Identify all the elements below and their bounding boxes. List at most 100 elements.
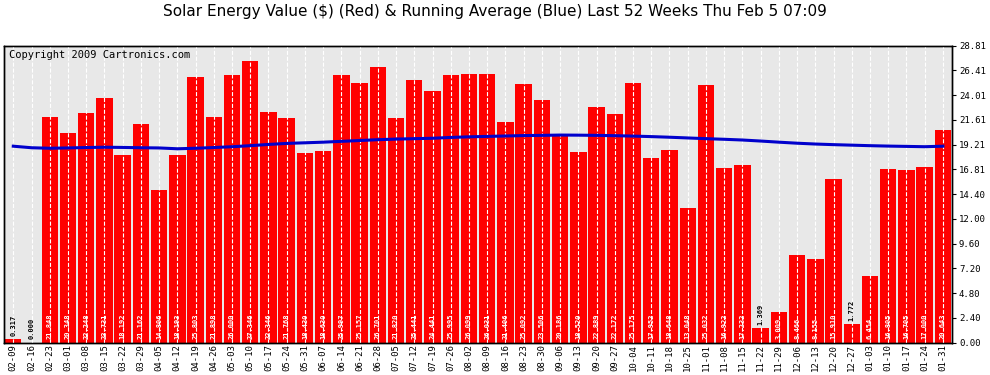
- Text: 1.772: 1.772: [848, 300, 854, 321]
- Text: 22.248: 22.248: [83, 314, 89, 339]
- Text: 20.186: 20.186: [557, 314, 563, 339]
- Bar: [935, 130, 951, 343]
- Text: 25.997: 25.997: [339, 314, 345, 339]
- Text: 18.648: 18.648: [666, 314, 672, 339]
- Text: Solar Energy Value ($) (Red) & Running Average (Blue) Last 52 Weeks Thu Feb 5 07: Solar Energy Value ($) (Red) & Running A…: [163, 4, 827, 19]
- Text: 25.032: 25.032: [703, 314, 709, 339]
- Text: 18.193: 18.193: [174, 314, 180, 339]
- Text: 25.175: 25.175: [630, 314, 636, 339]
- Text: 21.162: 21.162: [138, 314, 144, 339]
- Bar: [479, 74, 495, 343]
- Text: 20.643: 20.643: [940, 314, 945, 339]
- Bar: [315, 150, 332, 343]
- Bar: [59, 133, 76, 343]
- Bar: [898, 170, 915, 343]
- Text: 27.346: 27.346: [248, 314, 253, 339]
- Bar: [534, 100, 550, 343]
- Text: 21.898: 21.898: [211, 314, 217, 339]
- Text: 21.406: 21.406: [503, 314, 509, 339]
- Bar: [42, 117, 58, 343]
- Text: 21.768: 21.768: [284, 314, 290, 339]
- Bar: [443, 75, 459, 343]
- Bar: [425, 91, 441, 343]
- Bar: [807, 258, 824, 343]
- Bar: [789, 255, 805, 343]
- Text: 16.805: 16.805: [885, 314, 891, 339]
- Text: 25.157: 25.157: [356, 314, 362, 339]
- Text: 25.441: 25.441: [411, 314, 418, 339]
- Bar: [843, 324, 860, 343]
- Text: 17.952: 17.952: [648, 314, 654, 339]
- Text: 22.346: 22.346: [265, 314, 271, 339]
- Text: 25.803: 25.803: [193, 314, 199, 339]
- Text: 16.922: 16.922: [721, 314, 728, 339]
- Bar: [752, 328, 769, 343]
- Text: 18.630: 18.630: [320, 314, 326, 339]
- Bar: [133, 124, 149, 343]
- Bar: [388, 118, 404, 343]
- Text: 20.348: 20.348: [65, 314, 71, 339]
- Text: 17.000: 17.000: [922, 314, 928, 339]
- Text: 16.705: 16.705: [904, 314, 910, 339]
- Text: 21.848: 21.848: [47, 314, 52, 339]
- Bar: [187, 76, 204, 343]
- Bar: [570, 152, 586, 343]
- Text: 26.000: 26.000: [229, 314, 235, 339]
- Bar: [497, 122, 514, 343]
- Bar: [334, 75, 349, 343]
- Bar: [351, 83, 368, 343]
- Text: 25.995: 25.995: [447, 314, 453, 339]
- Bar: [278, 118, 295, 343]
- Bar: [861, 276, 878, 343]
- Text: 8.466: 8.466: [794, 318, 800, 339]
- Text: 22.889: 22.889: [594, 314, 600, 339]
- Text: 18.430: 18.430: [302, 314, 308, 339]
- Bar: [260, 112, 276, 343]
- Bar: [406, 80, 423, 343]
- Bar: [698, 84, 714, 343]
- Bar: [826, 178, 842, 343]
- Bar: [716, 168, 733, 343]
- Text: 26.099: 26.099: [466, 314, 472, 339]
- Text: 24.441: 24.441: [430, 314, 436, 339]
- Text: 18.192: 18.192: [120, 314, 126, 339]
- Bar: [516, 84, 532, 343]
- Bar: [460, 74, 477, 343]
- Bar: [150, 190, 167, 343]
- Text: 26.701: 26.701: [375, 314, 381, 339]
- Bar: [169, 155, 185, 343]
- Text: 18.520: 18.520: [575, 314, 581, 339]
- Text: 23.731: 23.731: [101, 314, 108, 339]
- Text: 22.172: 22.172: [612, 314, 618, 339]
- Bar: [242, 61, 258, 343]
- Bar: [206, 117, 222, 343]
- Text: 3.009: 3.009: [776, 318, 782, 339]
- Text: 26.031: 26.031: [484, 314, 490, 339]
- Bar: [115, 155, 131, 343]
- Bar: [551, 135, 568, 343]
- Bar: [96, 98, 113, 343]
- Text: 23.506: 23.506: [539, 314, 545, 339]
- Text: 17.232: 17.232: [740, 314, 745, 339]
- Text: 6.454: 6.454: [867, 318, 873, 339]
- Bar: [5, 339, 22, 343]
- Bar: [297, 153, 313, 343]
- Text: 25.092: 25.092: [521, 314, 527, 339]
- Bar: [644, 158, 659, 343]
- Text: 0.317: 0.317: [10, 315, 16, 336]
- Bar: [679, 208, 696, 343]
- Bar: [770, 312, 787, 343]
- Bar: [917, 167, 933, 343]
- Text: 14.806: 14.806: [156, 314, 162, 339]
- Text: 21.820: 21.820: [393, 314, 399, 339]
- Bar: [369, 68, 386, 343]
- Bar: [224, 75, 241, 343]
- Text: 8.155: 8.155: [813, 318, 819, 339]
- Text: 1.369: 1.369: [757, 304, 763, 326]
- Bar: [880, 170, 896, 343]
- Bar: [661, 150, 678, 343]
- Text: Copyright 2009 Cartronics.com: Copyright 2009 Cartronics.com: [9, 50, 190, 60]
- Bar: [588, 106, 605, 343]
- Text: 15.910: 15.910: [831, 314, 837, 339]
- Bar: [625, 83, 642, 343]
